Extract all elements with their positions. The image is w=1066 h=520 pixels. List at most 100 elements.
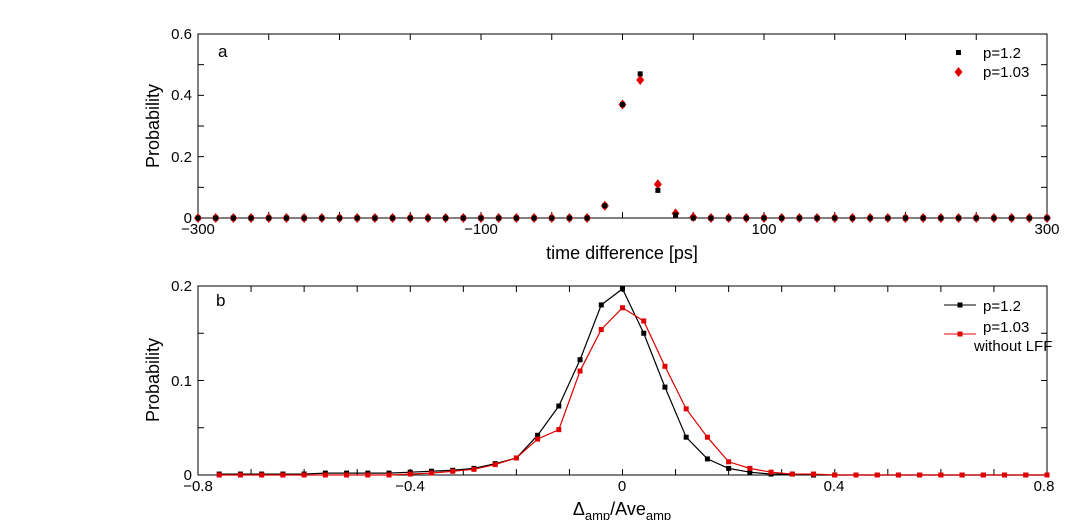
data-point-p103 [1044, 472, 1050, 478]
legend-label-p103: p=1.03 [983, 319, 1029, 336]
data-point-p12 [556, 403, 562, 409]
data-point-p12 [337, 215, 342, 221]
data-point-p12 [602, 203, 608, 209]
data-point-p12 [496, 215, 502, 221]
legend-marker-p12 [957, 302, 963, 308]
panel-a-x-tick-label: 100 [751, 221, 776, 238]
data-point-p103 [726, 459, 732, 465]
legend-label-p12: p=1.2 [983, 298, 1021, 315]
data-point-p12 [566, 215, 572, 221]
data-point-p12 [956, 215, 962, 221]
data-point-p12 [301, 215, 307, 221]
data-point-p12 [443, 215, 449, 221]
data-point-p103 [513, 455, 519, 461]
panel-a-y-axis-label: Probability [143, 84, 163, 168]
data-point-p12 [849, 215, 855, 221]
legend-label-p12: p=1.2 [983, 45, 1021, 62]
data-point-p103 [620, 305, 625, 311]
data-point-p103 [450, 468, 456, 474]
legend-marker-square [956, 50, 961, 55]
data-point-p103 [789, 471, 795, 477]
panel-a-y-tick-label: 0.4 [171, 87, 192, 104]
data-point-p12 [620, 286, 625, 292]
data-point-p12 [903, 215, 908, 221]
panel-b-x-tick-labels: −0.8 −0.4 0 0.4 0.8 [183, 478, 1054, 495]
x-label-sub-2: amp [646, 508, 671, 520]
data-point-p103 [641, 318, 647, 324]
data-point-p12 [266, 215, 272, 221]
data-point-p103 [535, 436, 541, 442]
series-line-p12 [219, 287, 1047, 476]
data-point-p12 [513, 215, 519, 221]
panel-b-x-tick-label: 0.4 [824, 478, 845, 495]
data-point-p103 [344, 472, 350, 478]
data-point-p12 [726, 465, 732, 471]
panel-b-x-tick-label: 0 [618, 478, 626, 495]
panel-b-frame [197, 285, 1048, 476]
data-point-p103 [407, 471, 413, 477]
x-label-sub-1: amp [585, 508, 610, 520]
data-point-p12 [690, 215, 696, 221]
panel-b: −0.8 −0.4 0 0.4 0.8 0 0.1 0.2 Δamp/Aveam… [143, 278, 1054, 520]
data-point-p12 [549, 215, 555, 221]
panel-a-y-tick-labels: 0 0.2 0.4 0.6 [171, 26, 192, 227]
panel-a-x-tick-label: −100 [464, 221, 498, 238]
data-point-p12 [673, 212, 679, 218]
data-point-p103 [636, 75, 645, 85]
data-point-p103 [683, 406, 689, 412]
data-point-p12 [319, 215, 325, 221]
panel-b-ticks [197, 285, 1048, 476]
data-point-p12 [814, 215, 820, 221]
data-point-p103 [577, 368, 583, 374]
data-point-p12 [213, 215, 219, 221]
data-point-p12 [248, 215, 254, 221]
data-point-p12 [283, 215, 289, 221]
panel-a-legend: p=1.2 p=1.03 [954, 45, 1029, 81]
data-point-p103 [471, 466, 477, 472]
data-point-p103 [895, 472, 901, 478]
x-label-ave: /Ave [610, 499, 646, 519]
data-point-p12 [885, 215, 891, 221]
panel-b-y-tick-labels: 0 0.1 0.2 [171, 278, 192, 484]
panel-b-y-tick-label: 0 [184, 467, 192, 484]
data-point-p103 [386, 472, 392, 478]
data-point-p12 [230, 215, 236, 221]
data-point-p103 [938, 472, 944, 478]
data-point-p103 [259, 472, 265, 478]
data-point-p12 [708, 215, 714, 221]
data-point-p103 [322, 472, 328, 478]
data-point-p12 [637, 71, 643, 77]
data-point-p103 [653, 179, 662, 190]
data-point-p12 [973, 215, 979, 221]
panel-b-x-tick-label: 0.8 [1034, 478, 1055, 495]
panel-a-y-tick-label: 0.6 [171, 26, 192, 43]
data-point-p103 [917, 472, 923, 478]
data-point-p103 [428, 470, 434, 476]
data-point-p12 [726, 215, 732, 221]
data-point-p12 [662, 384, 668, 390]
data-point-p103 [832, 472, 838, 478]
data-point-p12 [531, 215, 537, 221]
data-point-p12 [920, 215, 926, 221]
data-point-p12 [390, 215, 396, 221]
data-point-p103 [598, 326, 604, 332]
data-point-p103 [768, 469, 774, 475]
data-point-p12 [1026, 215, 1032, 221]
legend-marker-diamond [954, 67, 963, 77]
data-point-p103 [280, 472, 286, 478]
data-point-p12 [655, 187, 661, 193]
data-point-p12 [796, 215, 802, 221]
data-point-p103 [365, 472, 371, 478]
data-point-p12 [867, 215, 873, 221]
data-point-p103 [959, 472, 965, 478]
data-point-p12 [195, 215, 201, 221]
data-point-p12 [425, 215, 431, 221]
data-point-p12 [747, 469, 753, 475]
panel-a-y-tick-label: 0 [184, 210, 192, 227]
data-point-p12 [372, 215, 378, 221]
panel-a-y-tick-label: 0.2 [171, 149, 192, 166]
panel-b-legend: p=1.2 p=1.03 without LFF [944, 298, 1052, 355]
data-point-p103 [492, 462, 498, 468]
panel-b-data [216, 286, 1050, 478]
panel-a-x-tick-labels: −300 −100 100 300 [181, 221, 1059, 238]
